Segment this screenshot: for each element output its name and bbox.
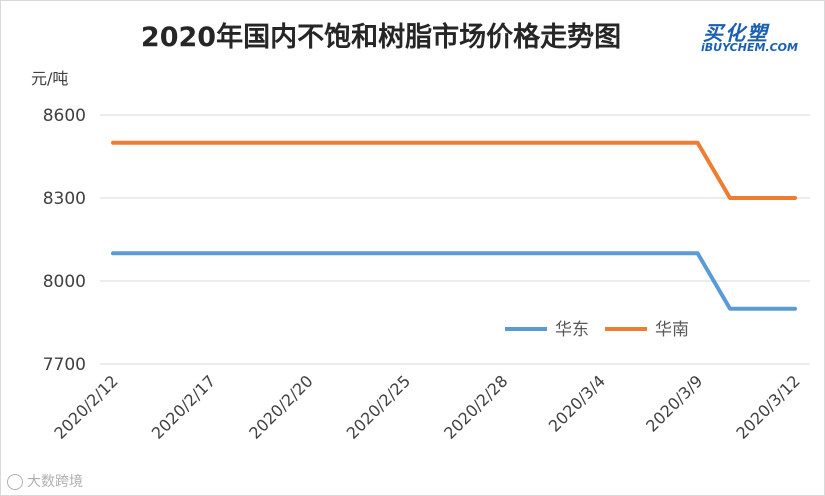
brand-logo: 买化塑 iBUYCHEM.COM [701,17,821,57]
x-tick-label: 2020/3/4 [545,371,609,435]
y-axis-unit-label: 元/吨 [31,69,69,88]
x-tick-label: 2020/2/17 [148,371,219,442]
x-tick-label: 2020/2/28 [440,371,511,442]
x-tick-label: 2020/3/9 [642,371,706,435]
series-line-east [111,251,797,311]
y-tick-label: 8600 [43,106,86,126]
x-tick-label: 2020/3/12 [732,371,803,442]
x-tick-label: 2020/2/25 [343,371,414,442]
x-tick-label: 2020/2/20 [245,371,316,442]
chart-title: 2020年国内不饱和树脂市场价格走势图 [140,22,622,53]
watermark-icon [7,474,23,490]
legend-label: 华东 [555,320,589,340]
y-tick-label: 7700 [43,355,86,375]
logo-en-text: iBUYCHEM.COM [701,41,798,54]
x-tick-label: 2020/2/12 [50,371,121,442]
series-line-south [111,140,797,200]
y-tick-label: 8000 [43,272,86,292]
logo-cn-text: 买化塑 [703,21,769,45]
watermark-text: 大数跨境 [27,474,83,490]
legend-label: 华南 [655,320,689,340]
watermark: 大数跨境 [7,471,83,491]
y-tick-label: 8300 [43,189,86,209]
